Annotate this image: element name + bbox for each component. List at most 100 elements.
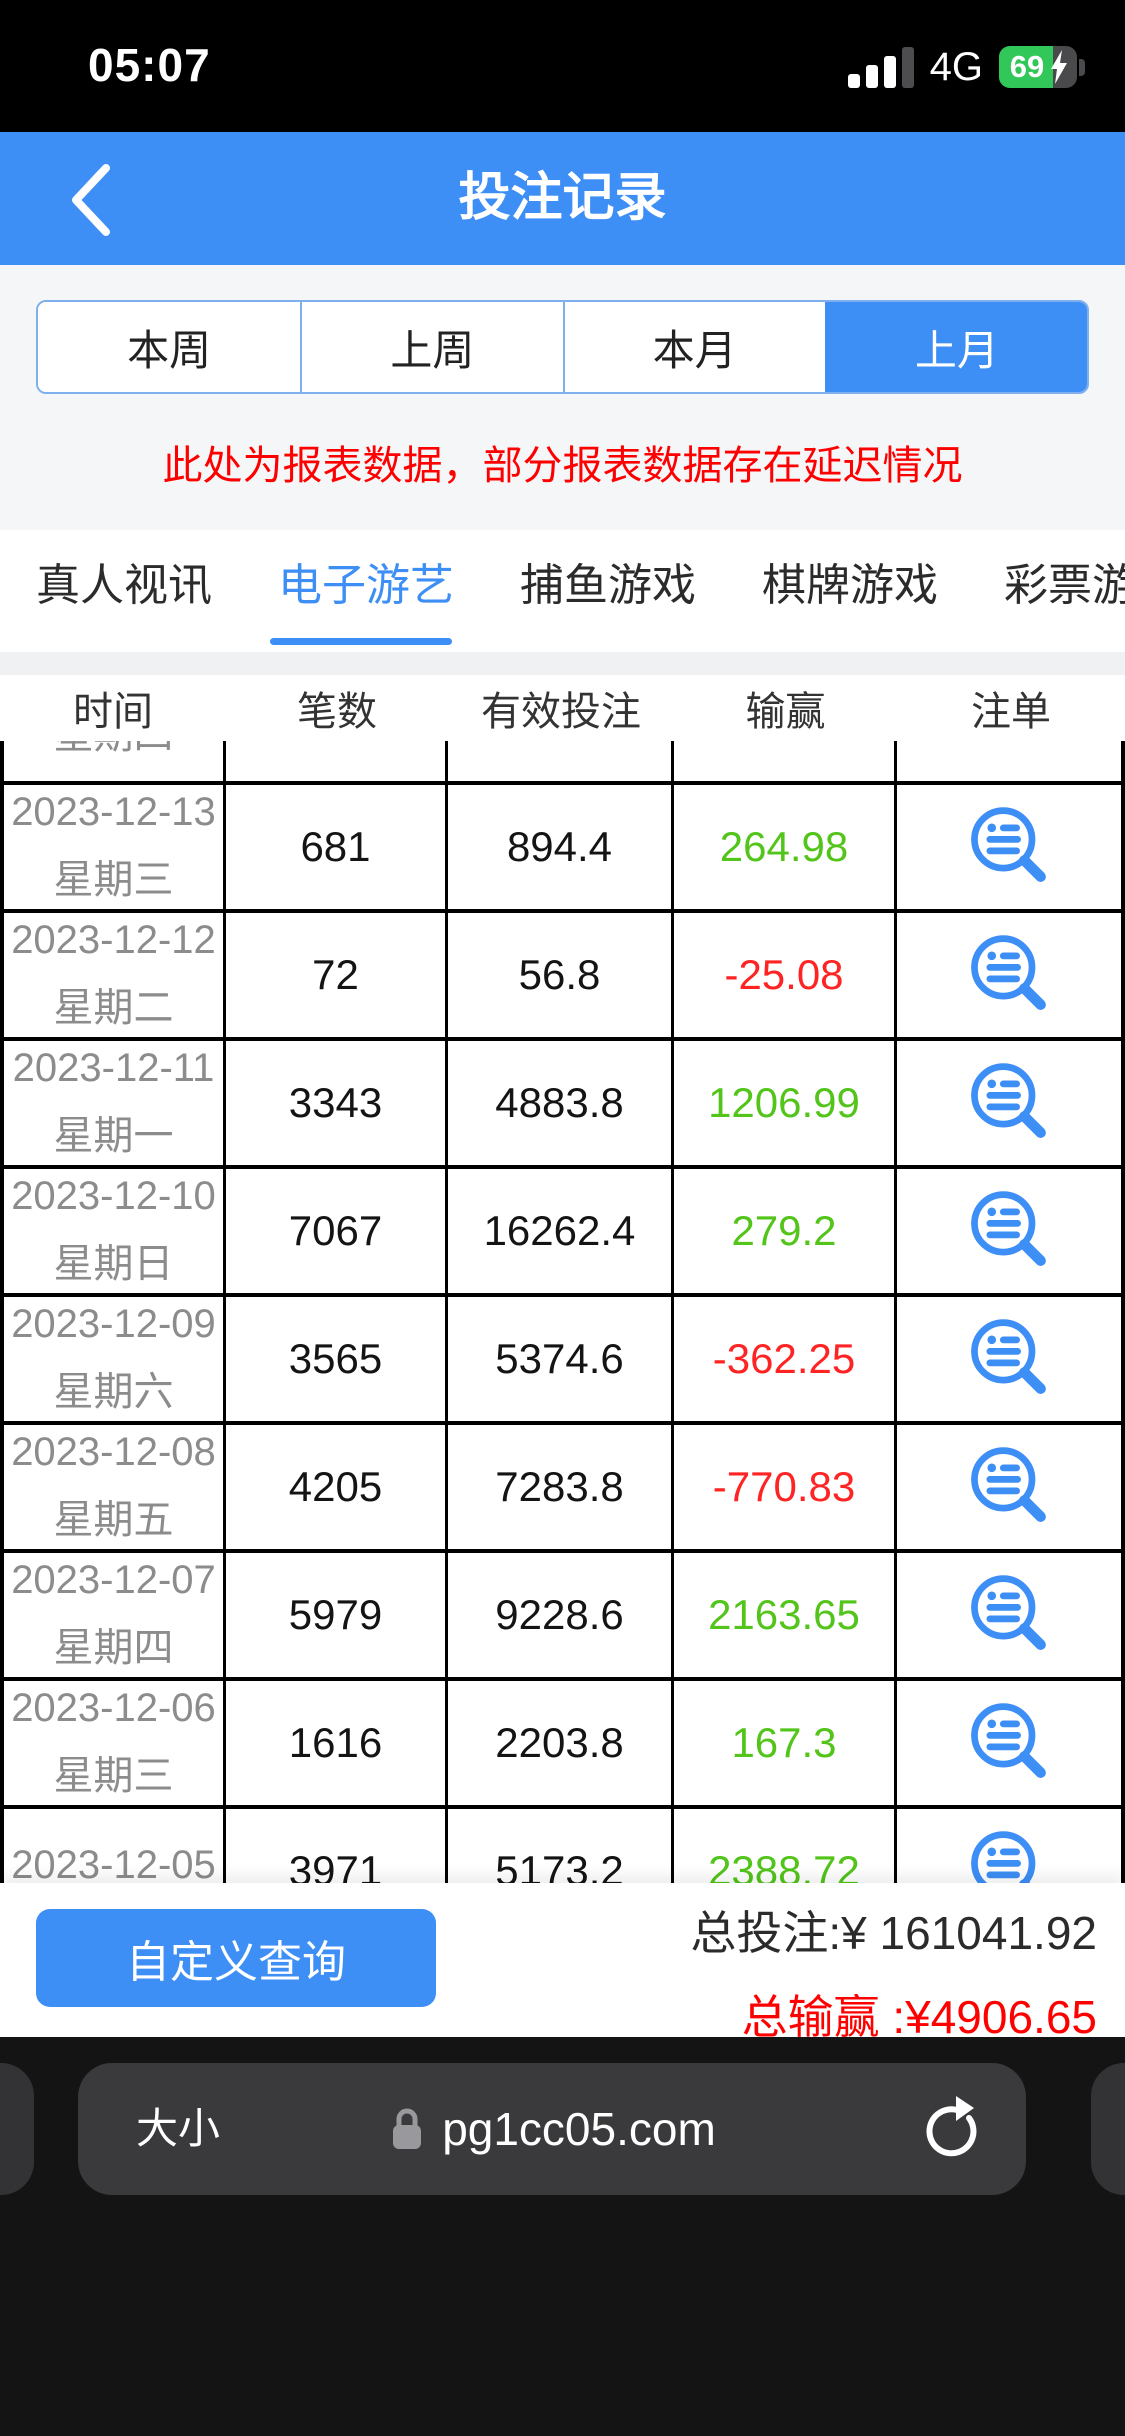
tab-lottery-games[interactable]: 彩票游戏 bbox=[1004, 561, 1125, 610]
search-list-icon bbox=[971, 1703, 1046, 1778]
range-tab-last-week[interactable]: 上周 bbox=[300, 302, 563, 392]
row-date: 2023-12-07 bbox=[11, 1557, 216, 1602]
table-row: 2023-12-08 星期五 4205 7283.8 -770.83 bbox=[4, 1425, 1121, 1553]
tab-electronic-games[interactable]: 电子游艺 bbox=[278, 561, 454, 610]
table-row: 2023-12-06 星期三 1616 2203.8 167.3 bbox=[4, 1681, 1121, 1809]
url-text: pg1cc05.com bbox=[442, 2103, 716, 2155]
status-icons: 4G 69 bbox=[847, 44, 1085, 90]
page-title: 投注记录 bbox=[458, 169, 667, 227]
row-winloss: 2388.72 bbox=[674, 1809, 897, 1883]
row-detail-button[interactable] bbox=[897, 1809, 1121, 1883]
row-day: 星期三 bbox=[53, 1753, 174, 1798]
row-valid-bet: 894.4 bbox=[448, 785, 674, 909]
address-bar[interactable]: 大小 pg1cc05.com bbox=[78, 2063, 1026, 2195]
row-detail-button[interactable] bbox=[897, 1041, 1121, 1165]
tab-board-games[interactable]: 棋牌游戏 bbox=[762, 561, 938, 610]
row-day: 星期六 bbox=[53, 1369, 174, 1414]
row-valid-bet: 56.8 bbox=[448, 913, 674, 1037]
row-winloss: 279.2 bbox=[674, 1169, 897, 1293]
search-list-icon bbox=[971, 935, 1046, 1010]
row-detail-button[interactable] bbox=[897, 1553, 1121, 1677]
row-date: 2023-12-10 bbox=[11, 1173, 216, 1218]
row-day: 星期三 bbox=[53, 857, 174, 902]
previous-tab-preview[interactable] bbox=[0, 2063, 34, 2195]
date-range-tabs: 本周 上周 本月 上月 bbox=[36, 300, 1089, 394]
row-detail-button[interactable] bbox=[897, 1169, 1121, 1293]
table-row: 2023-12-12 星期二 72 56.8 -25.08 bbox=[4, 913, 1121, 1041]
tab-live-casino[interactable]: 真人视讯 bbox=[36, 561, 212, 610]
row-date: 2023-12-09 bbox=[11, 1301, 216, 1346]
row-detail-button[interactable] bbox=[897, 785, 1121, 909]
total-bet-amount: 总投注:¥ 161041.92 bbox=[690, 1907, 1097, 1959]
tab-fishing-games[interactable]: 捕鱼游戏 bbox=[520, 561, 696, 610]
row-detail-button[interactable] bbox=[897, 1425, 1121, 1549]
col-header-time: 时间 bbox=[73, 690, 153, 734]
row-date: 2023-12-06 bbox=[11, 1685, 216, 1730]
row-winloss: 2163.65 bbox=[674, 1553, 897, 1677]
custom-query-button[interactable]: 自定义查询 bbox=[36, 1909, 436, 2007]
chevron-left-icon bbox=[72, 164, 110, 236]
active-tab-underline bbox=[270, 638, 452, 645]
next-tab-preview[interactable] bbox=[1091, 2063, 1125, 2195]
search-list-icon bbox=[971, 1191, 1046, 1266]
row-day: 星期日 bbox=[53, 1241, 174, 1286]
row-winloss: -770.83 bbox=[674, 1425, 897, 1549]
row-valid-bet: 2203.8 bbox=[448, 1681, 674, 1805]
row-valid-bet: 5374.6 bbox=[448, 1297, 674, 1421]
row-bet-count: 1616 bbox=[226, 1681, 448, 1805]
back-button[interactable] bbox=[52, 158, 132, 242]
browser-chrome: 大小 pg1cc05.com bbox=[0, 2037, 1125, 2436]
table-row: 2023-12-11 星期一 3343 4883.8 1206.99 bbox=[4, 1041, 1121, 1169]
range-tab-last-month[interactable]: 上月 bbox=[824, 302, 1087, 392]
row-bet-count: 5979 bbox=[226, 1553, 448, 1677]
app-header: 投注记录 bbox=[0, 132, 1125, 265]
row-date: 2023-12-12 bbox=[11, 917, 216, 962]
row-valid-bet: 4883.8 bbox=[448, 1041, 674, 1165]
signal-strength-icon bbox=[847, 46, 914, 88]
row-date: 2023-12-11 bbox=[12, 1045, 215, 1090]
row-detail-button[interactable] bbox=[897, 1297, 1121, 1421]
col-header-valid-bet: 有效投注 bbox=[481, 690, 641, 734]
row-date: 2023-12-05 bbox=[11, 1842, 216, 1884]
battery-icon: 69 bbox=[999, 46, 1085, 88]
search-list-icon bbox=[971, 807, 1046, 882]
row-valid-bet: 7283.8 bbox=[448, 1425, 674, 1549]
reload-icon bbox=[926, 2096, 977, 2157]
table-row: 2023-12-07 星期四 5979 9228.6 2163.65 bbox=[4, 1553, 1121, 1681]
row-valid-bet: 5173.2 bbox=[448, 1809, 674, 1883]
row-day: 星期五 bbox=[53, 1497, 174, 1542]
col-header-order: 注单 bbox=[971, 690, 1051, 734]
row-day: 星期二 bbox=[53, 985, 174, 1030]
search-list-icon bbox=[971, 1447, 1046, 1522]
range-tab-this-week[interactable]: 本周 bbox=[38, 302, 301, 392]
table-header: 时间 笔数 有效投注 输赢 注单 bbox=[0, 675, 1125, 741]
totals: 总投注:¥ 161041.92 总输赢 :¥4906.65 bbox=[690, 1897, 1097, 2047]
row-winloss: -362.25 bbox=[674, 1297, 897, 1421]
col-header-winloss: 输赢 bbox=[745, 690, 826, 734]
range-tab-this-month[interactable]: 本月 bbox=[562, 302, 825, 392]
row-bet-count: 7067 bbox=[226, 1169, 448, 1293]
summary-footer: 自定义查询 总投注:¥ 161041.92 总输赢 :¥4906.65 bbox=[0, 1883, 1125, 2043]
table-row: 2023-12-05 3971 5173.2 2388.72 bbox=[4, 1809, 1121, 1883]
bet-table-rows: 星期四 2023-12-13 星期三 681 894.4 264.98 bbox=[0, 741, 1125, 1883]
text-size-button[interactable]: 大小 bbox=[136, 2063, 220, 2195]
row-bet-count: 72 bbox=[226, 913, 448, 1037]
row-valid-bet: 16262.4 bbox=[448, 1169, 674, 1293]
reload-button[interactable] bbox=[914, 2093, 986, 2165]
row-detail-button[interactable] bbox=[897, 1681, 1121, 1805]
row-detail-button[interactable] bbox=[897, 913, 1121, 1037]
network-type-label: 4G bbox=[929, 44, 983, 89]
table-row: 2023-12-13 星期三 681 894.4 264.98 bbox=[4, 785, 1121, 913]
row-winloss: -25.08 bbox=[674, 913, 897, 1037]
row-winloss: 264.98 bbox=[674, 785, 897, 909]
row-bet-count: 3971 bbox=[226, 1809, 448, 1883]
report-delay-notice: 此处为报表数据，部分报表数据存在延迟情况 bbox=[162, 444, 963, 488]
search-list-icon bbox=[971, 1575, 1046, 1650]
table-scroll-area[interactable]: 星期四 2023-12-13 星期三 681 894.4 264.98 bbox=[0, 741, 1125, 1883]
col-header-count: 笔数 bbox=[297, 690, 377, 734]
row-date: 2023-12-08 bbox=[11, 1429, 216, 1474]
table-row-partial: 星期四 bbox=[4, 741, 1121, 785]
table-row: 2023-12-10 星期日 7067 16262.4 279.2 bbox=[4, 1169, 1121, 1297]
range-section: 本周 上周 本月 上月 此处为报表数据，部分报表数据存在延迟情况 bbox=[0, 265, 1125, 530]
